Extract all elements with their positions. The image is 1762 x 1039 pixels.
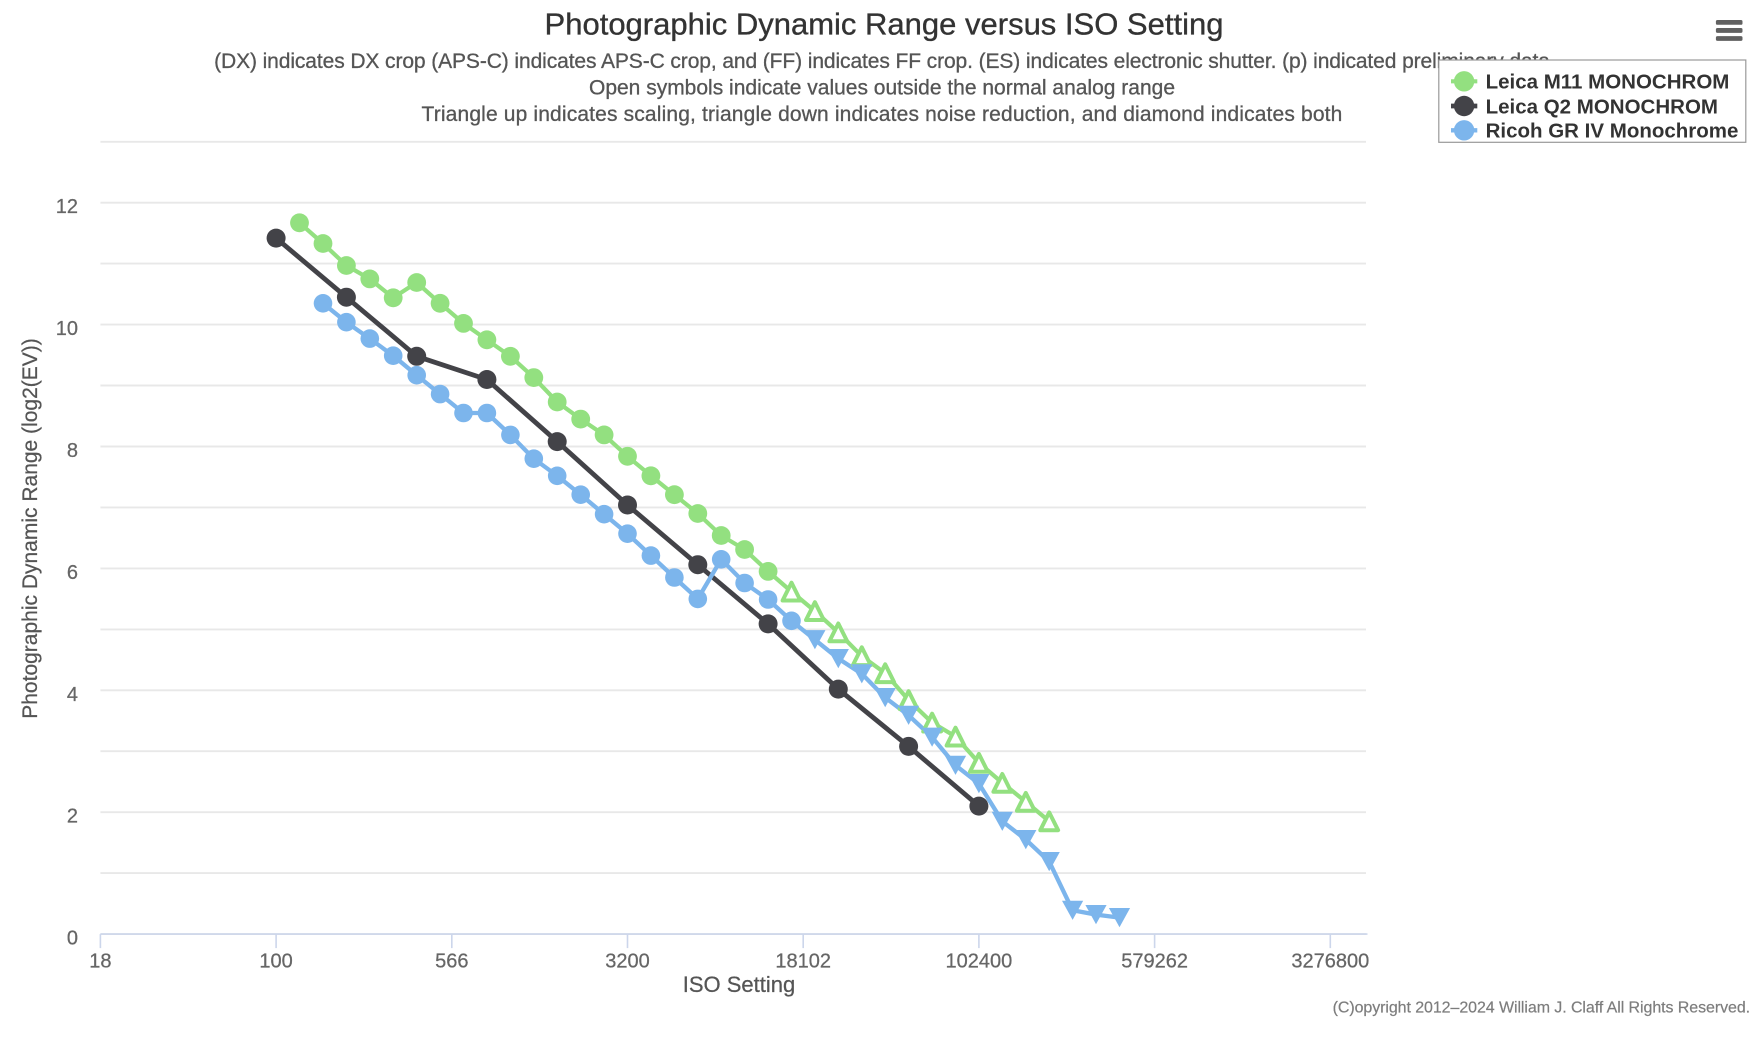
svg-text:566: 566 bbox=[435, 951, 468, 973]
svg-text:18102: 18102 bbox=[775, 951, 831, 973]
svg-text:2: 2 bbox=[67, 806, 78, 828]
svg-text:12: 12 bbox=[56, 196, 78, 218]
svg-text:Photographic Dynamic Range (lo: Photographic Dynamic Range (log2(EV)) bbox=[19, 338, 42, 719]
svg-text:18: 18 bbox=[89, 951, 111, 973]
svg-text:100: 100 bbox=[259, 951, 292, 973]
svg-text:Leica Q2 MONOCHROM: Leica Q2 MONOCHROM bbox=[1486, 95, 1718, 118]
svg-text:0: 0 bbox=[67, 928, 78, 950]
svg-text:10: 10 bbox=[56, 318, 78, 340]
svg-text:6: 6 bbox=[67, 562, 78, 584]
svg-text:8: 8 bbox=[67, 440, 78, 462]
svg-text:Triangle up indicates scaling,: Triangle up indicates scaling, triangle … bbox=[422, 103, 1343, 126]
svg-text:102400: 102400 bbox=[946, 951, 1013, 973]
svg-text:(DX) indicates DX crop (APS-C): (DX) indicates DX crop (APS-C) indicates… bbox=[214, 50, 1550, 73]
svg-text:Leica M11 MONOCHROM: Leica M11 MONOCHROM bbox=[1486, 71, 1730, 94]
svg-text:(C)opyright 2012–2024 William: (C)opyright 2012–2024 William J. Claff A… bbox=[1333, 1000, 1750, 1017]
svg-text:579262: 579262 bbox=[1121, 951, 1188, 973]
svg-text:4: 4 bbox=[67, 684, 78, 706]
svg-text:ISO Setting: ISO Setting bbox=[683, 972, 796, 997]
svg-text:Ricoh GR IV Monochrome: Ricoh GR IV Monochrome bbox=[1486, 120, 1739, 143]
svg-text:3200: 3200 bbox=[605, 951, 650, 973]
svg-text:Photographic Dynamic Range ver: Photographic Dynamic Range versus ISO Se… bbox=[545, 6, 1224, 41]
svg-text:3276800: 3276800 bbox=[1291, 951, 1369, 973]
svg-text:Open symbols indicate values o: Open symbols indicate values outside the… bbox=[589, 76, 1175, 99]
